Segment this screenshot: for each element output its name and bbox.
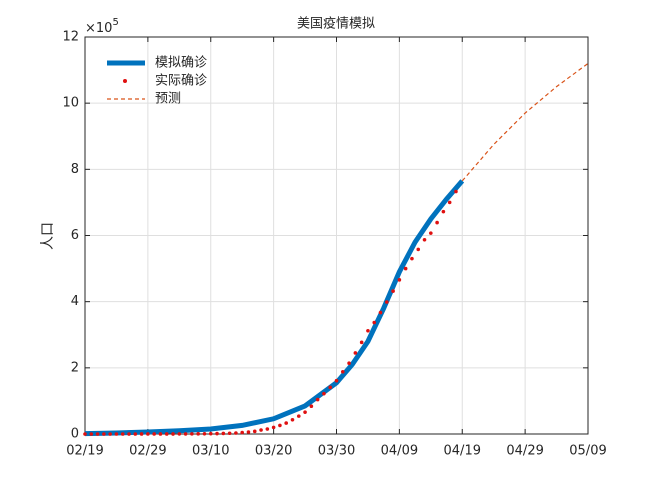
data-point	[208, 431, 213, 436]
data-point	[259, 428, 263, 432]
data-point	[397, 278, 402, 282]
data-point	[372, 320, 377, 325]
data-point	[391, 289, 395, 293]
data-point	[366, 328, 370, 333]
data-point	[221, 431, 226, 436]
data-point	[215, 431, 219, 436]
data-point	[454, 189, 458, 194]
data-point	[378, 310, 383, 315]
data-point	[353, 351, 358, 355]
legend-label: 模拟确诊	[155, 56, 207, 71]
data-point	[190, 432, 194, 436]
data-point	[403, 266, 408, 271]
y-scale-exponent: 5	[112, 17, 118, 28]
data-point	[95, 432, 100, 436]
data-point	[422, 238, 427, 242]
y-tick-label: 8	[71, 162, 79, 177]
x-tick-label: 04/19	[444, 444, 481, 459]
data-point	[183, 432, 188, 436]
series-line	[461, 62, 589, 182]
y-tick-label: 10	[62, 96, 79, 111]
data-point	[152, 432, 156, 436]
data-point	[328, 385, 333, 390]
data-point	[83, 432, 87, 436]
data-point	[334, 378, 339, 383]
data-point	[429, 231, 433, 235]
data-point	[447, 200, 452, 205]
data-point	[322, 391, 326, 396]
data-point	[89, 432, 94, 436]
data-point	[139, 432, 144, 436]
data-point	[171, 432, 175, 436]
data-point	[441, 209, 446, 214]
legend-swatch	[123, 79, 127, 83]
y-tick-label: 12	[62, 30, 79, 45]
data-point	[120, 432, 125, 436]
data-point	[177, 432, 182, 436]
data-point	[284, 421, 289, 425]
data-point	[290, 417, 295, 422]
x-tick-label: 02/19	[66, 444, 103, 459]
y-tick-label: 0	[71, 427, 79, 442]
data-point	[227, 431, 232, 436]
x-tick-label: 03/20	[255, 444, 292, 459]
y-tick-label: 6	[71, 228, 79, 243]
data-point	[303, 410, 307, 414]
data-point	[114, 432, 119, 436]
data-point	[385, 300, 389, 304]
data-point	[164, 432, 169, 436]
data-point	[315, 397, 320, 402]
data-point	[158, 432, 163, 436]
data-point	[246, 430, 251, 434]
x-tick-label: 04/29	[506, 444, 543, 459]
y-tick-label: 4	[71, 294, 79, 309]
data-point	[133, 432, 138, 436]
data-point	[416, 247, 421, 252]
data-point	[252, 429, 257, 434]
y-tick-label: 2	[71, 360, 79, 375]
data-point	[410, 256, 414, 261]
y-scale-label: ×105	[85, 17, 119, 36]
data-point	[296, 414, 301, 418]
data-point	[127, 432, 131, 436]
legend-label: 预测	[155, 92, 181, 107]
data-point	[271, 425, 276, 430]
data-point	[202, 432, 207, 436]
data-point	[240, 430, 244, 435]
x-tick-label: 04/09	[381, 444, 418, 459]
series-line	[84, 179, 465, 437]
data-point	[347, 361, 351, 366]
x-tick-label: 03/30	[318, 444, 355, 459]
x-tick-label: 02/29	[129, 444, 166, 459]
data-point	[435, 220, 439, 225]
data-point	[108, 432, 112, 436]
data-point	[146, 432, 150, 436]
data-point	[265, 427, 270, 431]
x-tick-label: 03/10	[192, 444, 229, 459]
y-axis-label: 人口	[40, 222, 56, 250]
data-point	[359, 340, 364, 345]
legend-label: 实际确诊	[155, 74, 207, 89]
data-point	[102, 432, 106, 436]
data-point	[196, 432, 200, 436]
data-point	[278, 423, 282, 428]
x-tick-label: 05/09	[569, 444, 606, 459]
chart-title: 美国疫情模拟	[297, 16, 375, 32]
y-scale-base: ×10	[85, 21, 112, 36]
plot-frame	[84, 36, 589, 435]
data-point	[234, 431, 238, 435]
data-point	[309, 404, 314, 409]
data-point	[340, 370, 345, 374]
